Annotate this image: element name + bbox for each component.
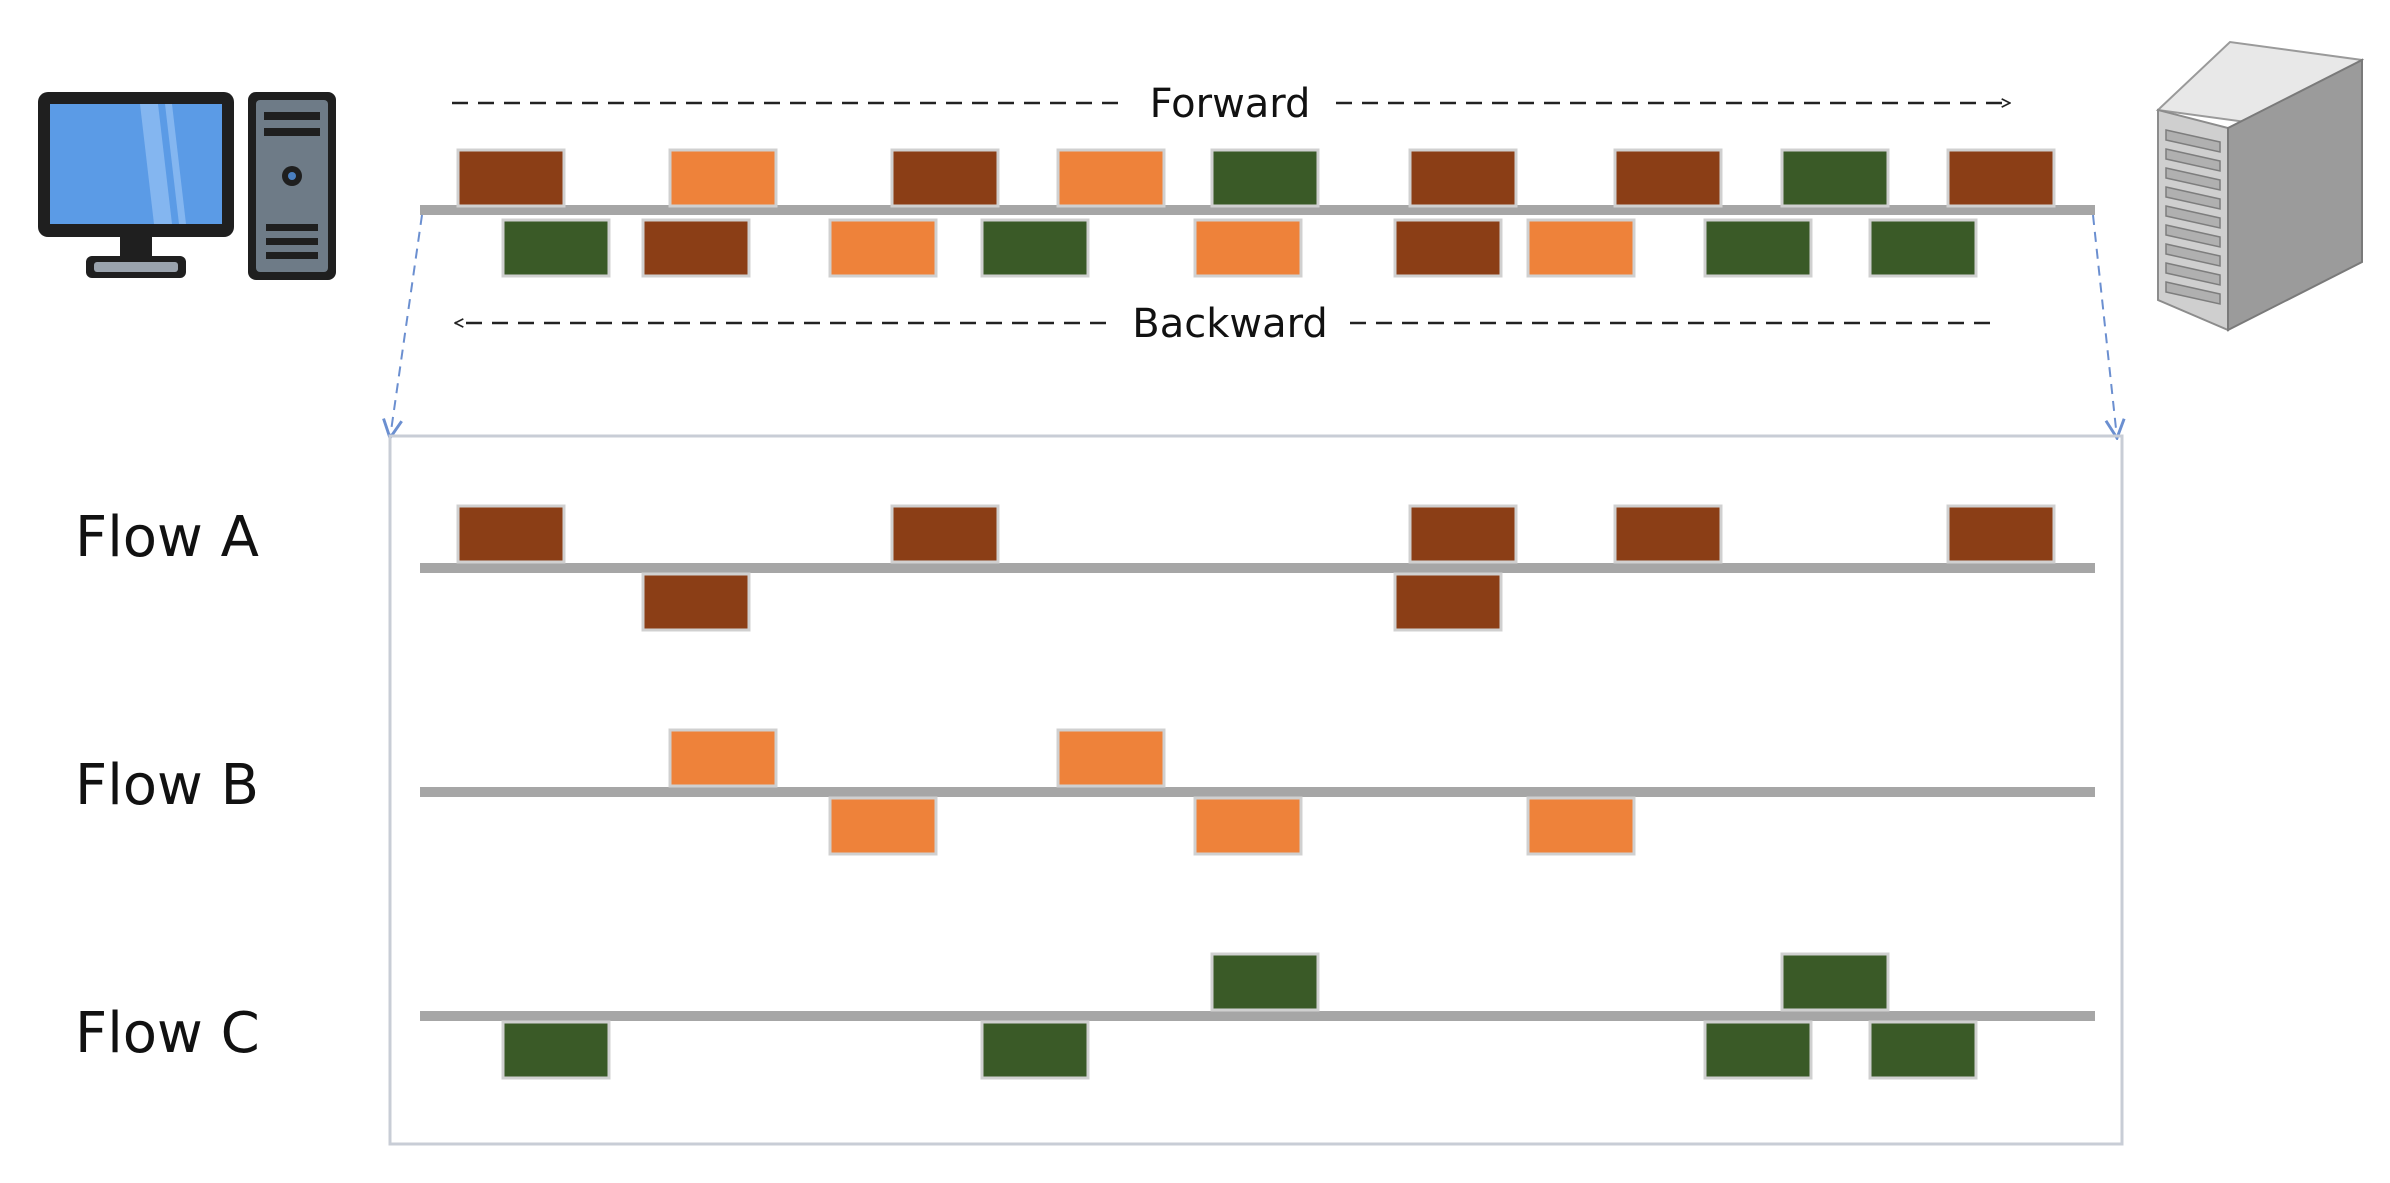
backward-packet — [980, 218, 1090, 278]
forward-packet — [1210, 952, 1320, 1012]
flow-b-label: Flow B — [75, 753, 259, 818]
forward-packet — [668, 728, 778, 788]
server-drive-slot — [2165, 186, 2221, 210]
combined-timeline — [420, 148, 2095, 278]
forward-packet — [456, 148, 566, 208]
forward-packet — [1946, 504, 2056, 564]
backward-packet — [828, 796, 938, 856]
server-drive-slot — [2165, 148, 2221, 172]
forward-packet — [1056, 148, 1166, 208]
forward-packet — [1408, 504, 1518, 564]
forward-packet — [1780, 952, 1890, 1012]
backward-label: Backward — [1132, 301, 1327, 347]
flow-a-row: Flow A — [75, 504, 2095, 632]
backward-packet — [980, 1020, 1090, 1080]
zoom-arrow-left — [390, 214, 423, 438]
flow-c-row: Flow C — [75, 952, 2095, 1080]
forward-packet — [1613, 504, 1723, 564]
backward-packet — [1868, 218, 1978, 278]
server-drive-slot — [2165, 262, 2221, 286]
backward-packet — [1703, 218, 1813, 278]
backward-packet — [501, 1020, 611, 1080]
server-drive-slot — [2165, 129, 2221, 153]
forward-packet — [1210, 148, 1320, 208]
backward-packet — [1193, 218, 1303, 278]
forward-packet — [1780, 148, 1890, 208]
backward-packet — [1526, 218, 1636, 278]
server-drive-slot — [2165, 167, 2221, 191]
backward-packet — [1393, 218, 1503, 278]
backward-packet — [828, 218, 938, 278]
flow-a-label: Flow A — [75, 505, 259, 570]
flow-b-row: Flow B — [75, 728, 2095, 856]
backward-packet — [1526, 796, 1636, 856]
forward-packet — [890, 148, 1000, 208]
backward-packet — [641, 218, 751, 278]
zoom-arrow-right — [2092, 214, 2117, 438]
backward-packet — [641, 572, 751, 632]
desktop-computer-icon — [38, 92, 336, 280]
forward-packet — [1056, 728, 1166, 788]
forward-packet — [456, 504, 566, 564]
flow-c-label: Flow C — [75, 1001, 260, 1066]
backward-packet — [1703, 1020, 1813, 1080]
backward-packet — [1193, 796, 1303, 856]
forward-packet — [668, 148, 778, 208]
server-drive-slot — [2165, 224, 2221, 248]
forward-label: Forward — [1150, 81, 1311, 127]
flow-detail-box — [388, 434, 2124, 1146]
server-drive-slot — [2165, 281, 2221, 305]
forward-packet — [890, 504, 1000, 564]
server-tower-icon — [2155, 40, 2365, 332]
backward-packet — [1868, 1020, 1978, 1080]
forward-packet — [1408, 148, 1518, 208]
forward-packet — [1946, 148, 2056, 208]
backward-packet — [1393, 572, 1503, 632]
backward-packet — [501, 218, 611, 278]
forward-packet — [1613, 148, 1723, 208]
server-drive-slot — [2165, 205, 2221, 229]
server-drive-slot — [2165, 243, 2221, 267]
